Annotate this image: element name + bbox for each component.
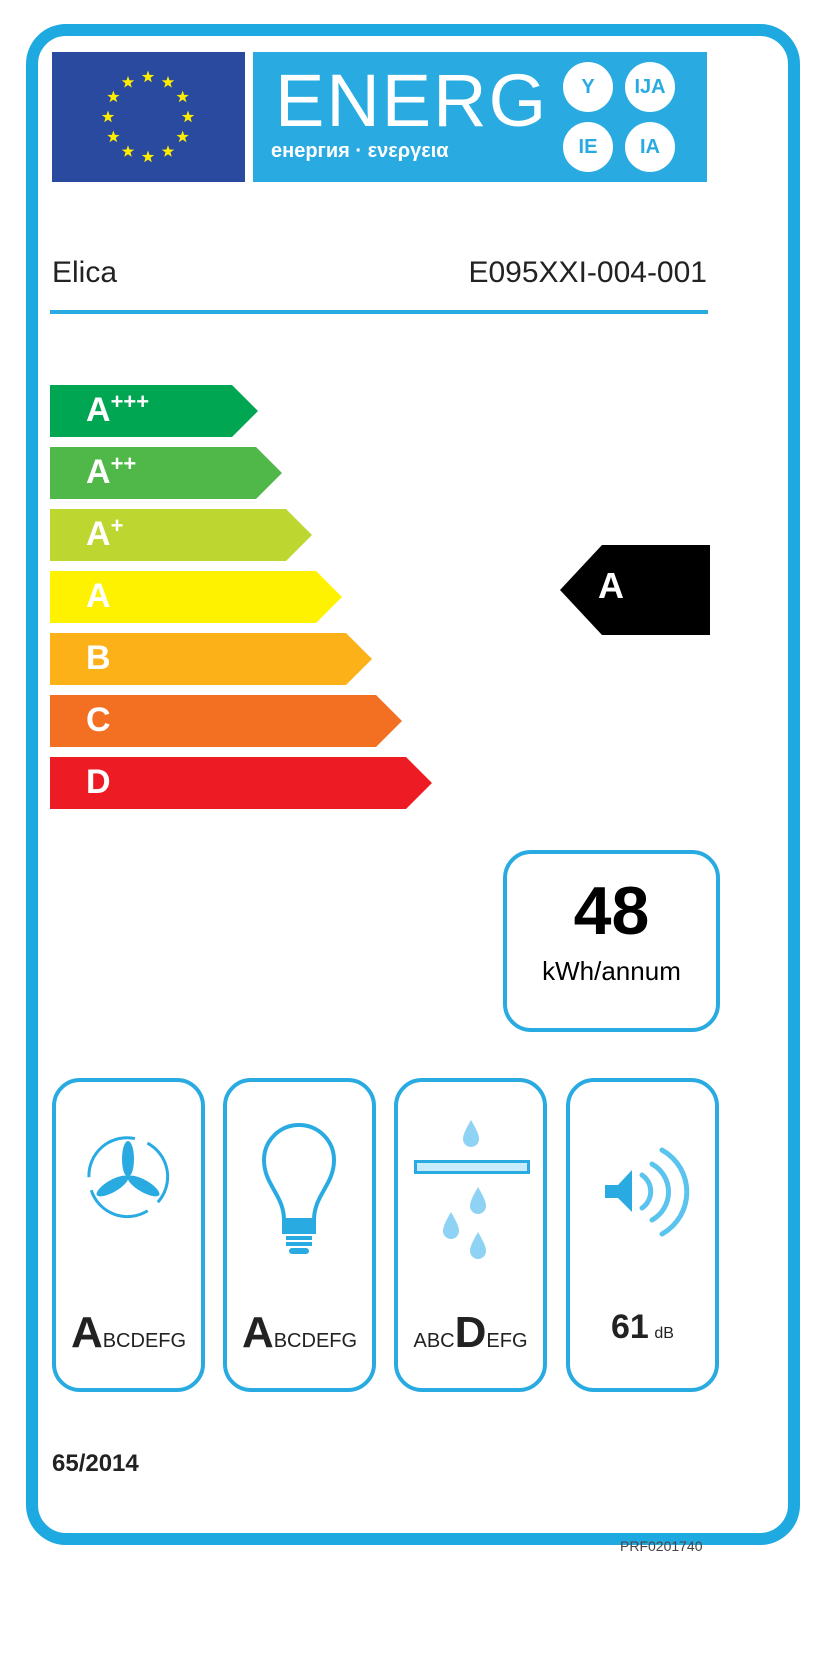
star-icon <box>161 75 175 88</box>
energy-class-label: B <box>86 639 111 677</box>
star-icon <box>107 130 120 143</box>
energy-class-bar: A++ <box>50 447 282 499</box>
rating-letter: A <box>598 565 624 606</box>
rating-indicator: A <box>560 545 710 635</box>
label-frame <box>26 24 800 1545</box>
grease-filter-icon <box>414 1120 530 1259</box>
consumption-unit: kWh/annum <box>542 956 681 986</box>
suffix-badge: IJA <box>625 62 675 112</box>
suffix-badge: IE <box>563 122 613 172</box>
energy-class-bar: D <box>50 757 432 809</box>
energy-class-bar: A+ <box>50 509 312 561</box>
model-identifier: E095XXI-004-001 <box>468 256 707 289</box>
star-icon <box>121 75 135 88</box>
divider <box>50 310 708 314</box>
supplier-name: Elica <box>52 256 118 289</box>
regulation-number: 65/2014 <box>52 1450 139 1477</box>
energy-consumption-box: 48 kWh/annum <box>503 850 720 1032</box>
grease-filtering-class: ABCDEFG <box>413 1308 528 1357</box>
eu-flag-icon <box>52 52 245 182</box>
grease-filtering-box: ABCDEFG <box>394 1078 547 1392</box>
fan-icon <box>87 1136 170 1219</box>
noise-level: 61 dB <box>611 1308 674 1346</box>
energy-class-bar: A+++ <box>50 385 258 437</box>
energy-subtitle: енергия · ενεργεια <box>271 140 449 162</box>
energy-class-label: C <box>86 701 111 739</box>
noise-icon <box>605 1147 690 1237</box>
energy-class-label: A+++ <box>86 389 150 429</box>
star-icon <box>161 145 175 157</box>
star-icon <box>101 110 115 123</box>
star-icon <box>141 70 155 83</box>
star-icon <box>181 110 195 123</box>
energy-class-bar: A <box>50 571 342 623</box>
star-icon <box>176 130 189 143</box>
energy-class-bar: B <box>50 633 372 685</box>
energy-class-label: A <box>86 577 111 615</box>
lighting-efficiency-box: ABCDEFG <box>223 1078 376 1392</box>
energy-class-bar: C <box>50 695 402 747</box>
energy-class-label: A++ <box>86 451 137 491</box>
star-icon <box>121 145 135 157</box>
light-bulb-icon <box>261 1123 337 1254</box>
consumption-value: 48 <box>573 873 650 949</box>
suffix-badge: IA <box>625 122 675 172</box>
energy-header: ENERG енергия · ενεργεια Y IJA IE IA <box>253 52 707 182</box>
star-icon <box>107 90 120 103</box>
star-icon <box>176 90 189 103</box>
product-code: PRF0201740 <box>620 1538 703 1554</box>
energy-class-label: D <box>86 763 111 801</box>
energy-class-label: A+ <box>86 513 124 553</box>
fluid-dynamic-efficiency-box: ABCDEFG <box>52 1078 205 1392</box>
lighting-efficiency-class: ABCDEFG <box>241 1308 358 1357</box>
fan-efficiency-class: ABCDEFG <box>70 1308 187 1357</box>
energy-word: ENERG <box>275 59 549 142</box>
suffix-badge: Y <box>563 62 613 112</box>
noise-box: 61 dB <box>566 1078 719 1392</box>
star-icon <box>141 150 155 163</box>
